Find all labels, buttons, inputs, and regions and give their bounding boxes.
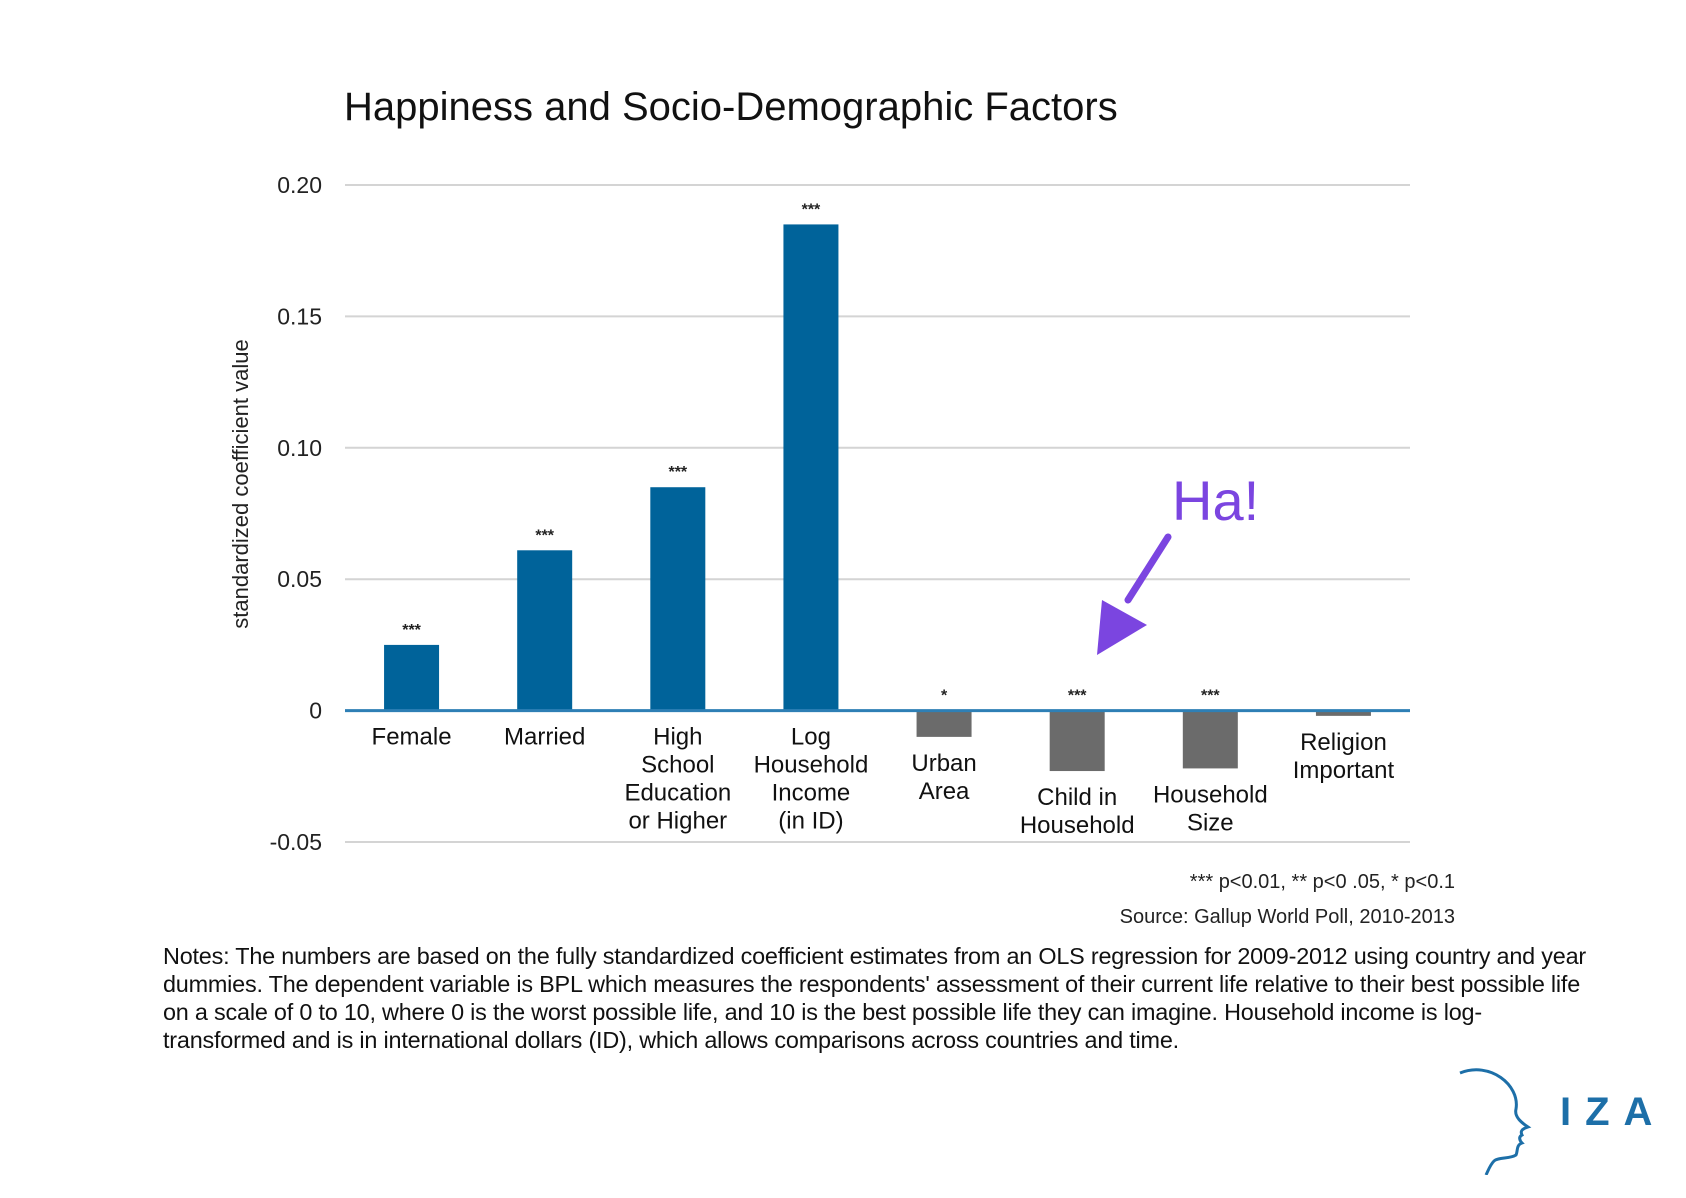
- y-tick-label: -0.05: [270, 829, 322, 855]
- y-axis-label: standardized coefficient value: [228, 339, 253, 628]
- category-label: High School Education or Higher: [624, 724, 731, 835]
- significance-label: ***: [402, 622, 421, 639]
- category-label: Child in Household: [1020, 784, 1135, 839]
- category-label-line: High: [653, 724, 702, 751]
- annotation: Ha!: [1097, 469, 1259, 655]
- iza-logo: IZA: [1459, 1068, 1666, 1175]
- category-label-line: Income: [772, 780, 851, 807]
- category-labels: Female Married High School Education or Highe…: [372, 724, 1395, 839]
- category-label-line: Education: [624, 780, 731, 807]
- significance-label: ***: [668, 464, 687, 481]
- bar: [1315, 710, 1371, 716]
- category-label-line: or Higher: [628, 808, 727, 835]
- significance-legend: *** p<0.01, ** p<0 .05, * p<0.1: [1190, 871, 1455, 893]
- y-tick-label: 0.20: [277, 172, 322, 198]
- significance-label: ***: [1201, 688, 1220, 705]
- head-profile-icon: [1459, 1068, 1532, 1175]
- category-label-line: Married: [504, 724, 585, 751]
- significance-label: ***: [1068, 688, 1087, 705]
- bar: [1182, 710, 1238, 769]
- annotation-arrow-shaft: [1124, 533, 1172, 604]
- y-tick-label: 0.15: [277, 303, 322, 329]
- y-tick-label: 0.05: [277, 566, 322, 592]
- category-label-line: Area: [919, 778, 970, 805]
- chart: Happiness and Socio-Demographic Factors …: [228, 85, 1455, 928]
- bar: [783, 224, 839, 711]
- bar: [517, 550, 573, 711]
- y-axis-ticks: 0.20 0.15 0.10 0.05 0 -0.05: [270, 172, 322, 855]
- category-label-line: Size: [1187, 809, 1234, 836]
- category-label-line: School: [641, 752, 714, 779]
- significance-label: ***: [535, 527, 554, 544]
- significance-labels: ************* *** ***: [402, 201, 1220, 704]
- category-label-line: Household: [754, 752, 869, 779]
- category-label-line: Household: [1020, 812, 1135, 839]
- notes-paragraph: Notes: The numbers are based on the full…: [163, 943, 1586, 1053]
- category-label-line: Child in: [1037, 784, 1117, 811]
- significance-label: ***: [802, 201, 821, 218]
- bar: [650, 487, 706, 711]
- category-label: Urban Area: [911, 750, 976, 805]
- category-label-line: Important: [1293, 757, 1395, 784]
- category-label: Household Size: [1153, 781, 1268, 836]
- logo-text: IZA: [1560, 1090, 1666, 1134]
- source-note: Source: Gallup World Poll, 2010-2013: [1120, 906, 1455, 928]
- bars: [384, 224, 1371, 772]
- category-label-line: Female: [372, 724, 452, 751]
- category-label-line: Religion: [1300, 729, 1387, 756]
- category-label: Married: [504, 724, 585, 751]
- bar: [1049, 710, 1105, 772]
- chart-title: Happiness and Socio-Demographic Factors: [344, 85, 1118, 129]
- category-label-line: Household: [1153, 781, 1268, 808]
- y-tick-label: 0.10: [277, 435, 322, 461]
- category-label: Religion Important: [1293, 729, 1395, 784]
- category-label-line: (in ID): [778, 808, 843, 835]
- annotation-text: Ha!: [1172, 469, 1259, 532]
- y-tick-label: 0: [309, 698, 322, 724]
- category-label: Log Household Income (in ID): [754, 724, 869, 835]
- category-label-line: Urban: [911, 750, 976, 777]
- significance-label: *: [941, 688, 948, 705]
- category-label: Female: [372, 724, 452, 751]
- bar: [384, 644, 440, 711]
- bar: [916, 710, 972, 737]
- category-label-line: Log: [791, 724, 831, 751]
- annotation-arrow-head: [1097, 600, 1147, 655]
